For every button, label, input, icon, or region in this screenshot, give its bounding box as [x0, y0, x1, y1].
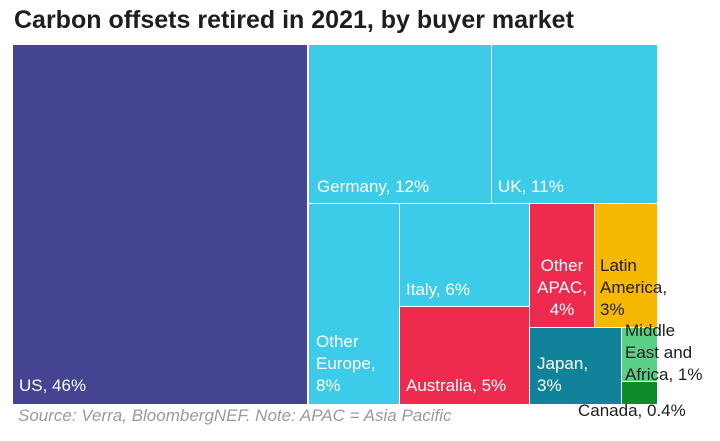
treemap-tile-italy — [400, 204, 529, 306]
treemap-tile-canada — [622, 382, 657, 404]
chart-title: Carbon offsets retired in 2021, by buyer… — [14, 6, 574, 34]
tile-label-other-apac: Other APAC, 4% — [537, 256, 587, 319]
tile-label-italy: Italy, 6% — [406, 280, 470, 299]
tile-label-latin-america: Latin America, 3% — [600, 256, 668, 319]
treemap-tile-germany — [309, 45, 491, 203]
treemap-tile-uk — [492, 45, 657, 203]
treemap-tile-other-apac — [530, 204, 594, 327]
tile-label-uk: UK, 11% — [498, 177, 564, 196]
source-note: Source: Verra, BloombergNEF. Note: APAC … — [18, 406, 452, 425]
treemap-tile-japan — [530, 328, 621, 404]
tile-label-other-europe: Other Europe, 8% — [316, 332, 376, 395]
tile-label-middle-east-and-africa: Middle East and Africa, 1% — [625, 321, 703, 384]
tile-label-canada: Canada, 0.4% — [578, 401, 686, 420]
treemap-tile-us — [13, 45, 307, 404]
tile-label-us: US, 46% — [19, 376, 87, 395]
treemap-tile-middle-east-and-africa — [622, 328, 657, 381]
tile-label-japan: Japan, 3% — [537, 354, 589, 395]
tile-label-australia: Australia, 5% — [406, 376, 507, 395]
tile-label-germany: Germany, 12% — [317, 177, 430, 196]
treemap-tile-other-europe — [309, 204, 399, 404]
treemap-tile-australia — [400, 307, 529, 404]
treemap-tile-latin-america — [595, 204, 657, 327]
